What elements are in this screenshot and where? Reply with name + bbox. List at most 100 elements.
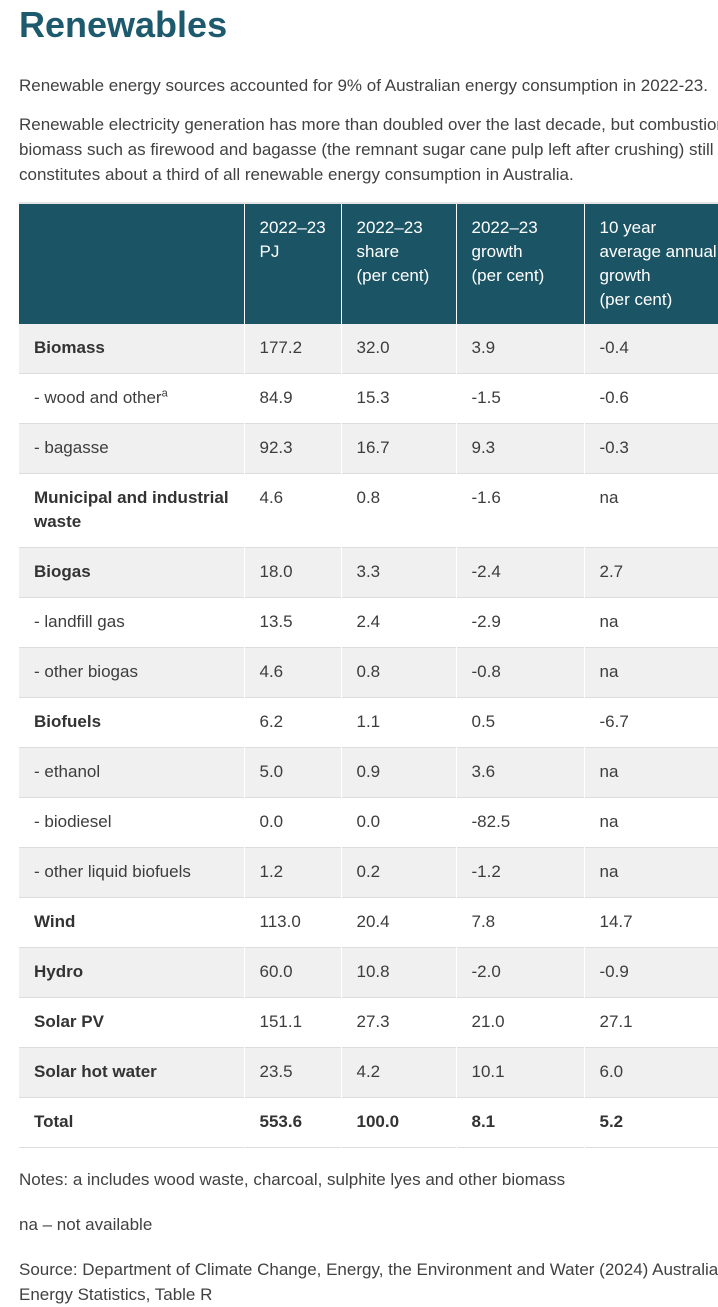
row-value-3: na (583, 473, 718, 548)
intro-paragraph-2: Renewable electricity generation has mor… (19, 115, 718, 184)
row-value-0: 60.0 (243, 947, 341, 998)
row-value-0: 4.6 (243, 647, 341, 698)
table-row: - other liquid biofuels 1.2 0.2 -1.2 na (19, 847, 718, 898)
row-value-0: 553.6 (243, 1097, 341, 1148)
column-header-0 (19, 203, 244, 324)
table-row: Total 553.6 100.0 8.1 5.2 (19, 1097, 718, 1148)
row-value-3: -6.7 (583, 697, 718, 748)
row-value-0: 0.0 (243, 797, 341, 848)
row-value-3: na (583, 797, 718, 848)
column-header-2: 2022–23 share (per cent) (340, 203, 456, 324)
table-row: Solar PV 151.1 27.3 21.0 27.1 (19, 997, 718, 1048)
row-label: Municipal and industrial waste (34, 488, 229, 531)
table-row: Biofuels 6.2 1.1 0.5 -6.7 (19, 697, 718, 748)
row-value-3: -0.9 (583, 947, 718, 998)
row-value-3: -0.3 (583, 423, 718, 474)
row-value-3: na (583, 597, 718, 648)
row-label: Biomass (34, 338, 105, 357)
row-value-3: na (583, 847, 718, 898)
row-value-3: -0.4 (583, 324, 718, 374)
row-value-0: 151.1 (243, 997, 341, 1048)
row-label: Solar hot water (34, 1062, 157, 1081)
renewables-data-table: 2022–23 PJ 2022–23 share (per cent) 2022–2… (19, 202, 718, 1148)
row-value-0: 92.3 (243, 423, 341, 474)
row-value-3: 2.7 (583, 547, 718, 598)
row-value-1: 0.2 (340, 847, 456, 898)
row-value-1: 16.7 (340, 423, 456, 474)
row-value-0: 4.6 (243, 473, 341, 548)
row-value-1: 0.8 (340, 647, 456, 698)
row-value-1: 2.4 (340, 597, 456, 648)
source-note: Source: Department of Climate Change, En… (19, 1260, 718, 1304)
row-label: - other biogas (34, 662, 138, 681)
table-row: Hydro 60.0 10.8 -2.0 -0.9 (19, 947, 718, 998)
table-row: - bagasse 92.3 16.7 9.3 -0.3 (19, 423, 718, 474)
row-value-2: -2.9 (455, 597, 584, 648)
column-header-4: 10 year average annual growth (per cent) (583, 203, 718, 324)
row-value-2: 21.0 (455, 997, 584, 1048)
row-value-1: 100.0 (340, 1097, 456, 1148)
row-value-3: 6.0 (583, 1047, 718, 1098)
row-value-2: -1.5 (455, 373, 584, 424)
row-value-1: 10.8 (340, 947, 456, 998)
row-label: Biofuels (34, 712, 102, 731)
row-value-1: 0.9 (340, 747, 456, 798)
row-value-1: 27.3 (340, 997, 456, 1048)
row-value-3: -0.6 (583, 373, 718, 424)
row-value-2: -2.4 (455, 547, 584, 598)
column-header-3: 2022–23 growth (per cent) (455, 203, 584, 324)
table-notes: Notes: a includes wood waste, charcoal, … (19, 1170, 566, 1189)
page-title: Renewables (19, 4, 228, 45)
row-value-0: 84.9 (243, 373, 341, 424)
row-label: - biodiesel (34, 812, 112, 831)
row-value-1: 0.8 (340, 473, 456, 548)
table-row: - wood and othera 84.9 15.3 -1.5 -0.6 (19, 373, 718, 424)
row-value-2: -2.0 (455, 947, 584, 998)
row-value-0: 23.5 (243, 1047, 341, 1098)
row-value-1: 1.1 (340, 697, 456, 748)
row-value-2: 0.5 (455, 697, 584, 748)
row-value-3: 27.1 (583, 997, 718, 1048)
table-row: - ethanol 5.0 0.9 3.6 na (19, 747, 718, 798)
row-value-2: 8.1 (455, 1097, 584, 1148)
row-label: - other liquid biofuels (34, 862, 191, 881)
table-body: Biomass 177.2 32.0 3.9 -0.4- wood and othera… (19, 324, 718, 1148)
row-label: - wood and othera (34, 387, 168, 407)
row-value-1: 20.4 (340, 897, 456, 948)
row-value-2: 3.9 (455, 324, 584, 374)
row-value-2: -1.2 (455, 847, 584, 898)
table-row: Biogas 18.0 3.3 -2.4 2.7 (19, 547, 718, 598)
row-label: Hydro (34, 962, 84, 981)
row-value-3: na (583, 747, 718, 798)
row-value-0: 177.2 (243, 324, 341, 374)
row-value-0: 5.0 (243, 747, 341, 798)
row-value-2: -82.5 (455, 797, 584, 848)
row-value-0: 6.2 (243, 697, 341, 748)
table-row: - landfill gas 13.5 2.4 -2.9 na (19, 597, 718, 648)
row-value-2: -1.6 (455, 473, 584, 548)
table-header: 2022–23 PJ 2022–23 share (per cent) 2022–2… (19, 203, 718, 324)
row-label: Wind (34, 912, 76, 931)
table-row: Biomass 177.2 32.0 3.9 -0.4 (19, 324, 718, 374)
table-header-row: 2022–23 PJ 2022–23 share (per cent) 2022–2… (19, 203, 718, 324)
row-value-0: 13.5 (243, 597, 341, 648)
row-value-3: 5.2 (583, 1097, 718, 1148)
row-value-0: 1.2 (243, 847, 341, 898)
row-label: - bagasse (34, 438, 109, 457)
row-value-2: 3.6 (455, 747, 584, 798)
row-value-1: 15.3 (340, 373, 456, 424)
table-row: - other biogas 4.6 0.8 -0.8 na (19, 647, 718, 698)
row-label: Total (34, 1112, 74, 1131)
table-row: Municipal and industrial waste 4.6 0.8 -1.6… (19, 473, 718, 548)
row-value-2: -0.8 (455, 647, 584, 698)
row-value-2: 7.8 (455, 897, 584, 948)
row-value-2: 9.3 (455, 423, 584, 474)
row-label: Solar PV (34, 1012, 104, 1031)
row-label: Biogas (34, 562, 91, 581)
table-row: Solar hot water 23.5 4.2 10.1 6.0 (19, 1047, 718, 1098)
table-row: Wind 113.0 20.4 7.8 14.7 (19, 897, 718, 948)
page-container: Renewables Renewable energy sources acco… (0, 4, 718, 1307)
row-value-1: 3.3 (340, 547, 456, 598)
column-header-1: 2022–23 PJ (243, 203, 341, 324)
footnote-marker: a (161, 387, 168, 400)
